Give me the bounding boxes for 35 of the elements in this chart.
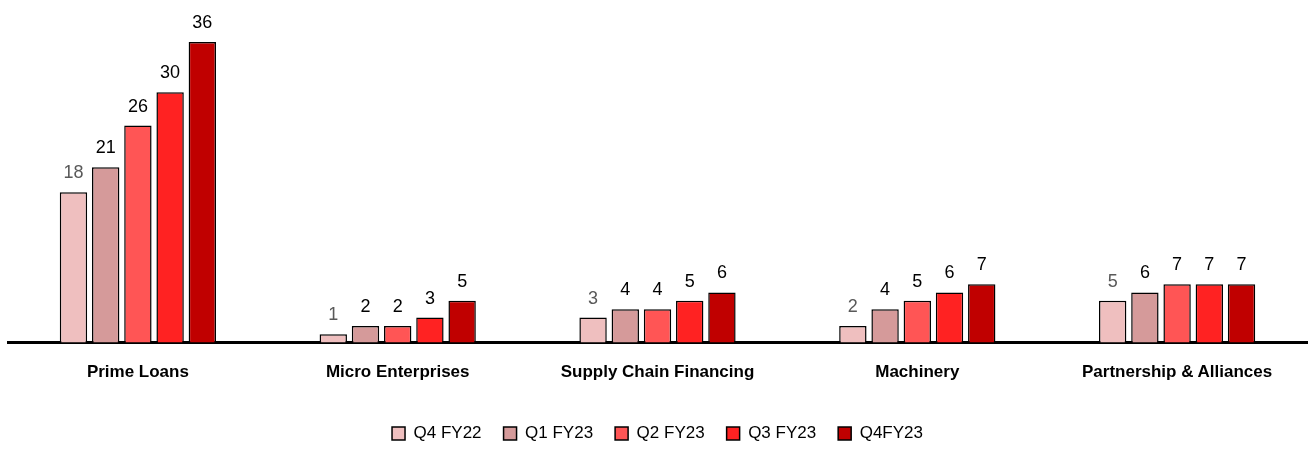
- data-label: 7: [1236, 254, 1247, 275]
- data-label: 5: [912, 270, 923, 291]
- data-label: 3: [588, 287, 599, 308]
- legend-label: Q3 FY23: [748, 423, 817, 443]
- data-label: 6: [944, 262, 955, 283]
- data-label: 2: [360, 295, 371, 316]
- data-label: 1: [328, 304, 339, 325]
- x-tick-label: Supply Chain Financing: [560, 362, 755, 382]
- data-label: 3: [424, 287, 435, 308]
- data-label: 36: [192, 12, 213, 33]
- data-label: 2: [392, 295, 403, 316]
- data-label: 7: [1172, 254, 1183, 275]
- data-label: 4: [880, 279, 891, 300]
- data-label: 5: [1107, 270, 1118, 291]
- data-label: 7: [1204, 254, 1215, 275]
- data-label: 6: [716, 262, 727, 283]
- data-label: 30: [160, 62, 181, 83]
- x-tick-label: Machinery: [875, 362, 960, 382]
- data-label: 2: [847, 295, 858, 316]
- x-tick-label: Partnership & Alliances: [1081, 362, 1273, 382]
- x-tick-label: Prime Loans: [86, 362, 189, 382]
- legend-label: Q1 FY23: [525, 423, 594, 443]
- data-label: 6: [1139, 262, 1150, 283]
- data-label: 21: [95, 137, 116, 158]
- data-label: 5: [684, 270, 695, 291]
- legend-label: Q4 FY22: [413, 423, 482, 443]
- data-label: 7: [976, 254, 987, 275]
- legend-label: Q4FY23: [859, 423, 923, 443]
- data-label: 5: [457, 270, 468, 291]
- data-label: 4: [652, 279, 663, 300]
- x-tick-label: Micro Enterprises: [325, 362, 470, 382]
- legend-label: Q2 FY23: [636, 423, 705, 443]
- data-label: 4: [620, 279, 631, 300]
- data-label: 18: [63, 162, 84, 183]
- data-label: 26: [127, 95, 148, 116]
